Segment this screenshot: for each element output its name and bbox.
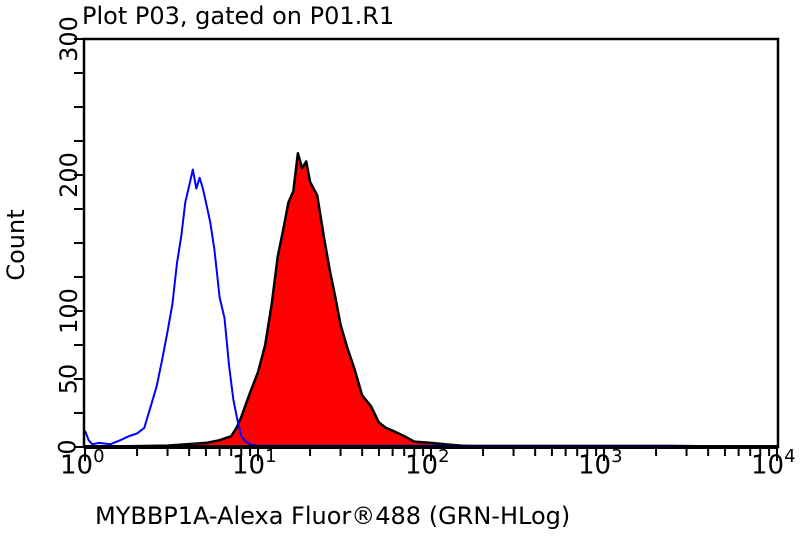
x-tick-label-10e3: 103 bbox=[578, 446, 623, 481]
control-histogram-outline bbox=[84, 168, 778, 448]
plot-frame bbox=[82, 37, 780, 449]
x-tick-label-10e4: 104 bbox=[751, 446, 796, 481]
y-tick-label-100: 100 bbox=[54, 288, 83, 334]
sample-histogram-outline bbox=[84, 151, 777, 449]
chart-title: Plot P03, gated on P01.R1 bbox=[82, 2, 395, 30]
x-tick-label-10e0: 100 bbox=[60, 446, 105, 481]
y-tick-label-50: 50 bbox=[54, 363, 83, 395]
x-axis-label: MYBBP1A-Alexa Fluor®488 (GRN-HLog) bbox=[95, 502, 571, 530]
x-tick-label-10e1: 101 bbox=[232, 446, 277, 481]
x-tick-label-10e2: 102 bbox=[405, 446, 450, 481]
y-tick-label-300: 300 bbox=[54, 16, 83, 62]
sample-histogram-fill bbox=[85, 153, 777, 448]
y-tick-label-200: 200 bbox=[54, 152, 83, 198]
axis-ticks bbox=[74, 38, 778, 461]
y-axis-label: Count bbox=[2, 209, 30, 281]
